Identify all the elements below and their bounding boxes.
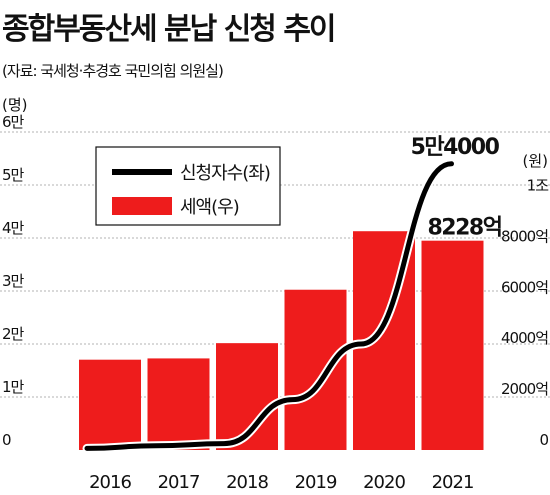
right-axis-unit: (원) [522,152,548,170]
left-tick-label: 5만 [2,166,25,184]
chart-title: 종합부동산세 분납 신청 추이 [2,12,337,47]
annotation-line-value: 5만4000 [411,135,500,160]
right-tick-label: 2000억 [501,380,548,398]
legend: 신청자수(좌) 세액(우) [95,146,281,226]
legend-label-line: 신청자수(좌) [180,163,270,184]
right-tick-label: 1조 [527,177,550,195]
x-tick-label: 2020 [363,472,405,493]
x-tick-label: 2021 [432,472,474,493]
left-axis: 0 1만 2만 3만 4만 5만 6만 [2,113,26,449]
line-path [84,161,454,451]
left-tick-label: 1만 [2,378,25,396]
chart-source: (자료: 국세청·추경호 국민의힘 의원실) [2,62,224,80]
x-tick-label: 2019 [295,472,337,493]
bar-2017 [147,358,210,450]
left-tick-label: 2만 [2,325,25,343]
annotation-bar-value: 8228억 [428,216,502,241]
x-tick-label: 2017 [158,472,200,493]
legend-bar-swatch [112,197,172,215]
left-tick-label: 0 [2,431,11,449]
x-tick-label: 2016 [89,472,131,493]
x-tick-label: 2018 [226,472,268,493]
bar-2021 [421,240,484,450]
x-axis: 2016 2017 2018 2019 2020 2021 [89,472,474,493]
legend-label-bar: 세액(우) [180,197,239,218]
bar-series [79,231,484,450]
bar-2016 [79,359,141,450]
right-tick-label: 4000억 [501,329,548,347]
right-tick-label: 6000억 [501,278,548,296]
left-tick-label: 4만 [2,219,25,237]
bar-2019 [284,289,347,450]
left-tick-label: 6만 [2,113,25,131]
right-tick-label: 8000억 [501,227,548,245]
left-axis-unit: (명) [2,96,28,114]
right-tick-label: 0 [539,431,548,449]
left-tick-label: 3만 [2,272,25,290]
right-axis: 0 2000억 4000억 6000억 8000억 1조 [501,177,550,449]
line-series [82,159,456,453]
